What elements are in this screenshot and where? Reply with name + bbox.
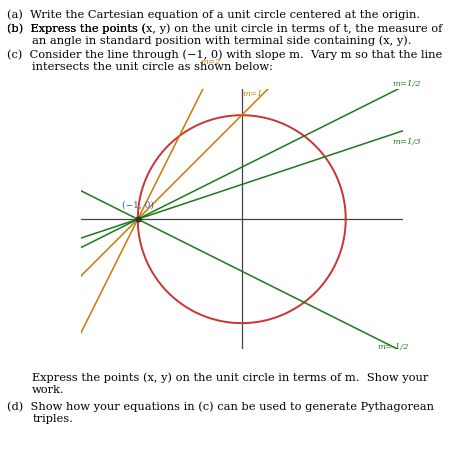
Text: an angle in standard position with terminal side containing (x, y).: an angle in standard position with termi… [32, 36, 412, 46]
Text: (c)  Consider the line through (−1, 0) with slope m.  Vary m so that the line: (c) Consider the line through (−1, 0) wi… [7, 50, 442, 60]
Text: (a)  Write the Cartesian equation of a unit circle centered at the origin.: (a) Write the Cartesian equation of a un… [7, 9, 420, 20]
Text: triples.: triples. [32, 414, 73, 425]
Text: m=1: m=1 [242, 90, 262, 97]
Text: m=2: m=2 [201, 58, 221, 67]
Text: (b)  Express the points (: (b) Express the points ( [7, 23, 146, 34]
Text: (−1, 0): (−1, 0) [122, 201, 154, 210]
Text: (b)  Express the points (x, y) on the unit circle in terms of t, the measure of: (b) Express the points (x, y) on the uni… [7, 23, 443, 34]
Text: work.: work. [32, 385, 65, 395]
Text: Express the points (x, y) on the unit circle in terms of m.  Show your: Express the points (x, y) on the unit ci… [32, 373, 428, 383]
Text: intersects the unit circle as shown below:: intersects the unit circle as shown belo… [32, 62, 273, 73]
Text: m=1/3: m=1/3 [392, 139, 421, 146]
Text: (d)  Show how your equations in (c) can be used to generate Pythagorean: (d) Show how your equations in (c) can b… [7, 402, 434, 412]
Text: m=-1/2: m=-1/2 [377, 343, 409, 351]
Text: m=1/2: m=1/2 [392, 80, 421, 88]
